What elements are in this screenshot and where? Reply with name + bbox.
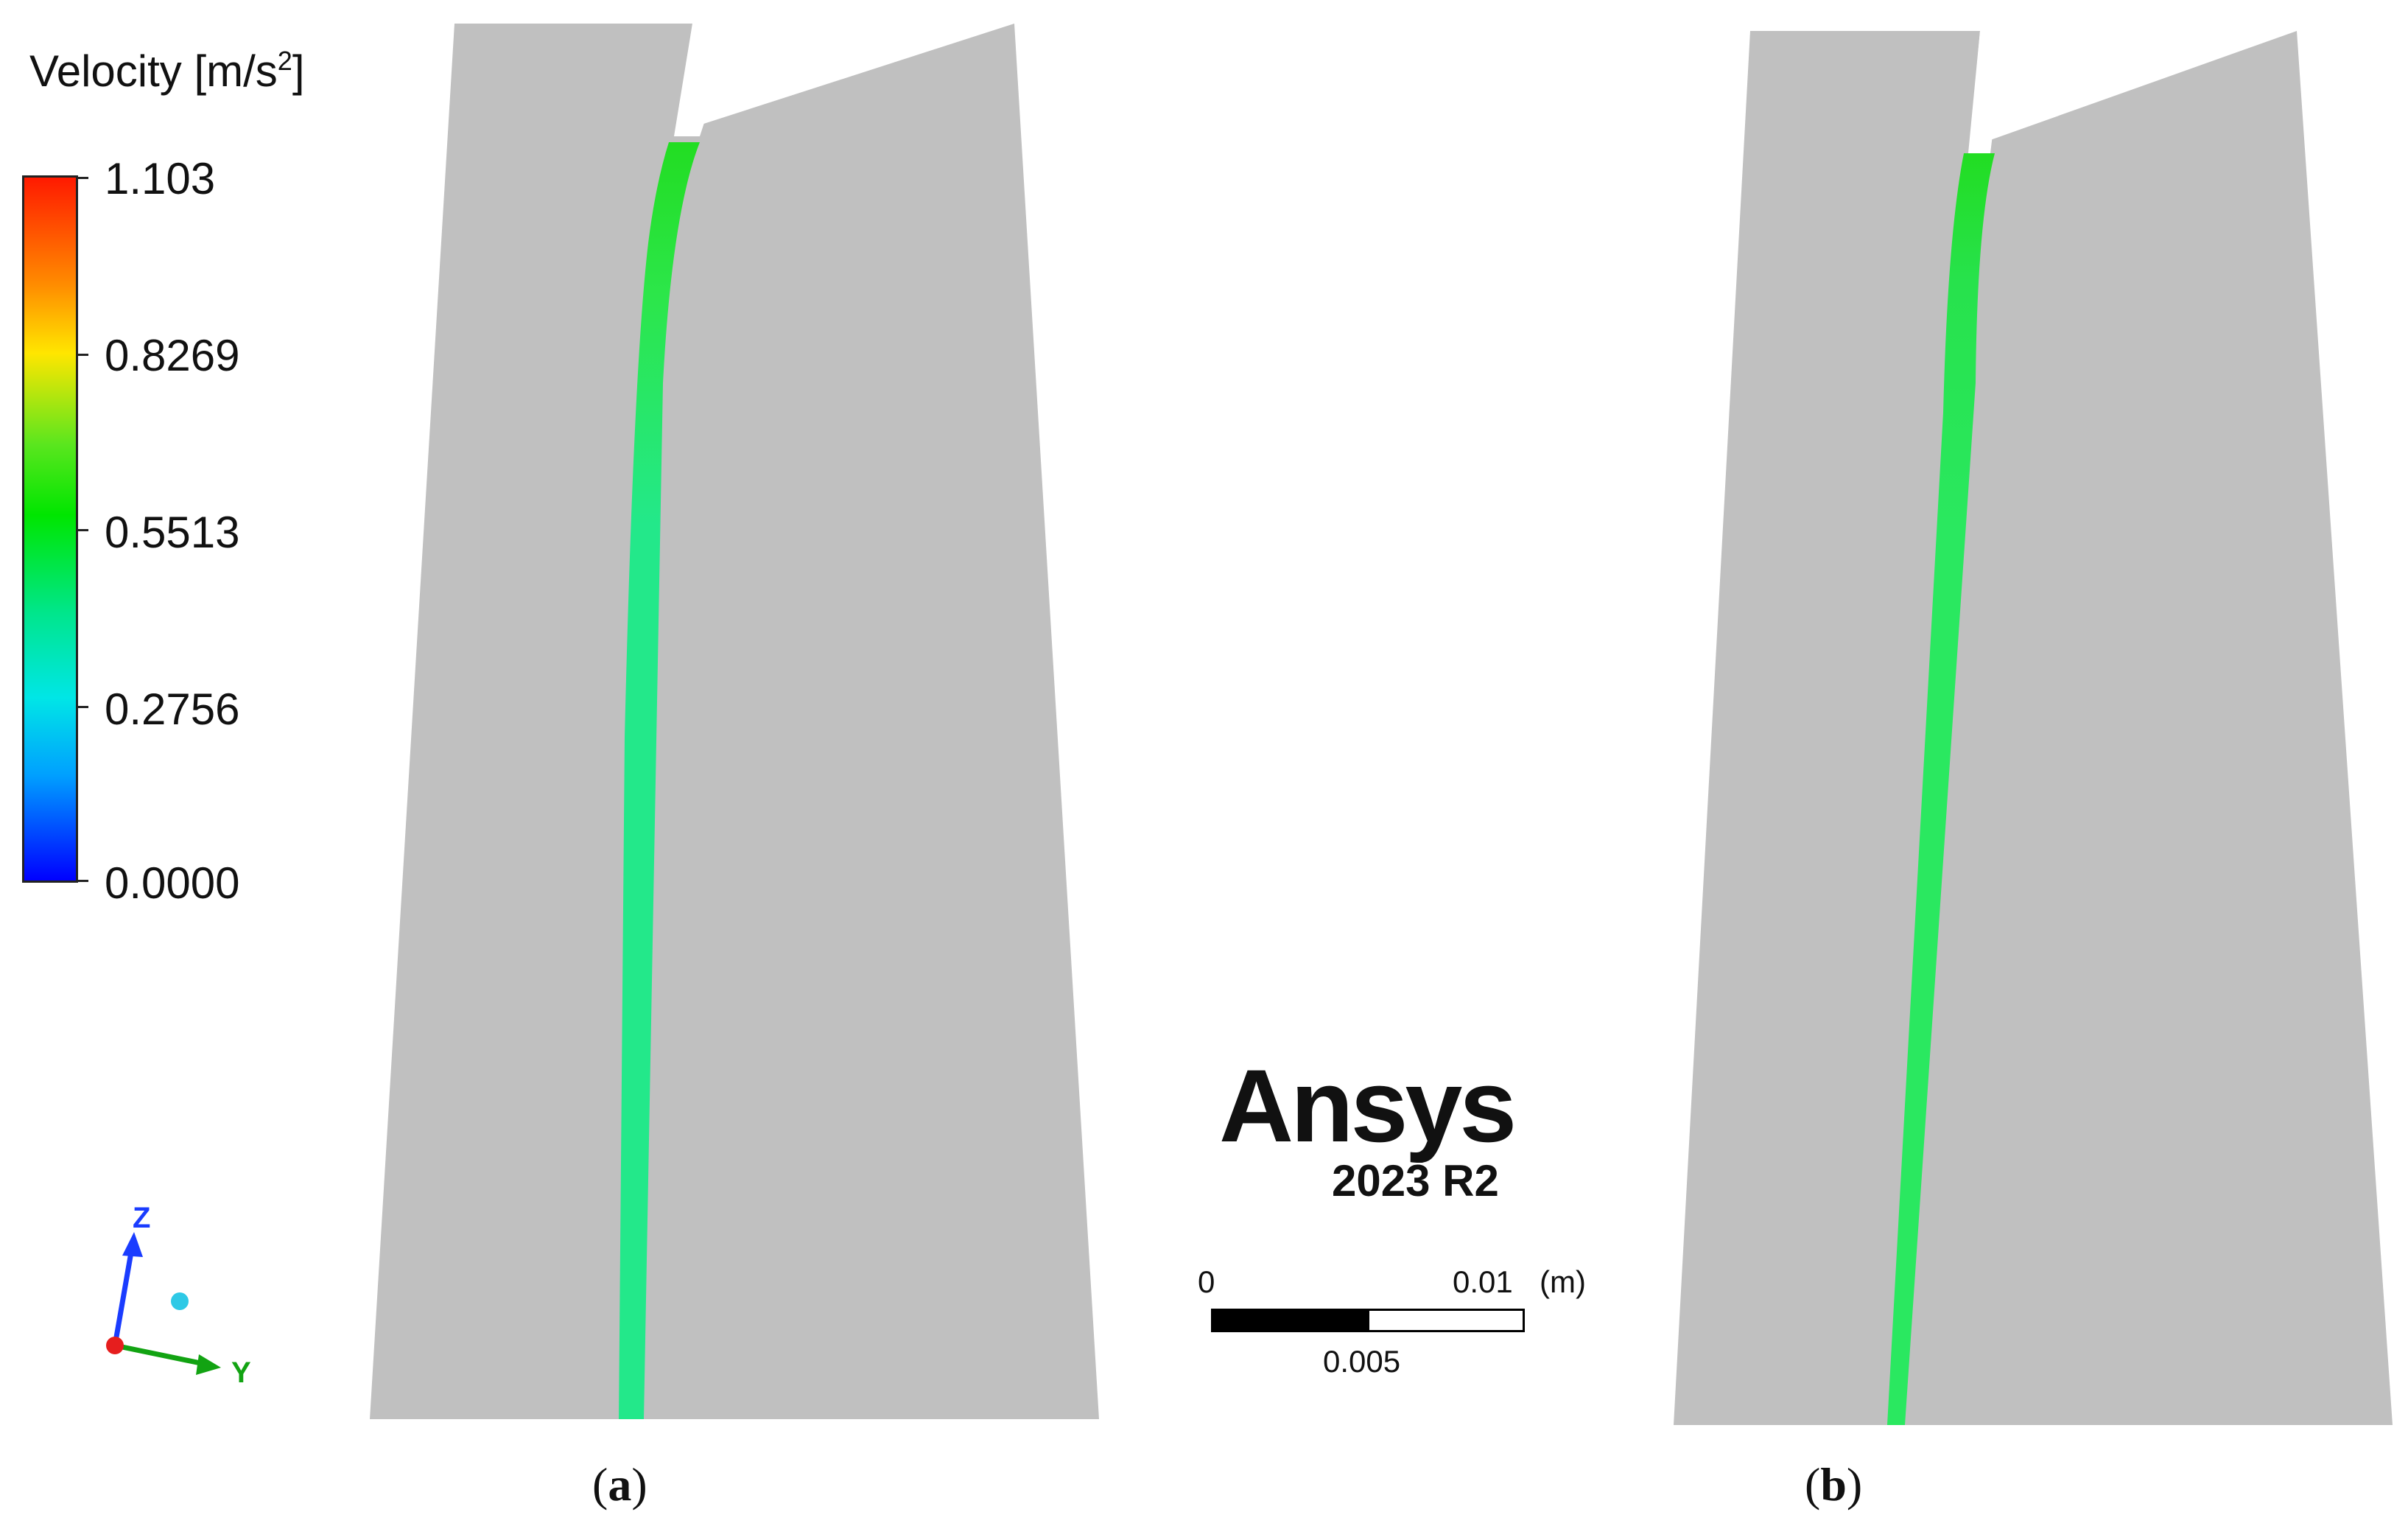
- jet-b: [1887, 153, 1995, 1425]
- ansys-logo: Ansys: [1219, 1048, 1517, 1163]
- scale-label-end: 0.01: [1453, 1264, 1513, 1299]
- legend-tick-label: 0.8269: [105, 331, 240, 380]
- legend-tick-mark: [78, 706, 88, 708]
- jet-a: [619, 142, 700, 1419]
- legend-tick-label-min: 0.0000: [105, 858, 240, 908]
- legend-title-superscript: 2: [277, 46, 292, 76]
- scale-label-start: 0: [1198, 1264, 1215, 1299]
- nozzle-gap-a: [674, 24, 737, 136]
- caption-a-close: ): [631, 1458, 647, 1511]
- caption-b-close: ): [1846, 1458, 1863, 1511]
- caption-a-letter: a: [608, 1458, 632, 1511]
- x-axis-dot: [171, 1292, 189, 1310]
- y-axis-line: [114, 1343, 208, 1368]
- scale-bar-black-segment: [1211, 1309, 1367, 1332]
- legend-tick-mark: [78, 529, 88, 531]
- legend-title-text: Velocity [m/s: [29, 46, 278, 96]
- domain-b: [1674, 31, 2393, 1425]
- legend-tick-label-max: 1.103: [105, 154, 216, 203]
- panel-b: [1674, 31, 2393, 1425]
- nozzle-gap-b: [1968, 31, 2005, 153]
- legend-tick-label: 0.5513: [105, 508, 240, 557]
- caption-b-open: (: [1805, 1458, 1821, 1511]
- scale-bar-white-segment: [1367, 1309, 1525, 1332]
- legend-title: Velocity [m/s2]: [29, 46, 304, 97]
- caption-a-open: (: [592, 1458, 608, 1511]
- axes-triad: Z Y: [106, 1202, 251, 1389]
- caption-b: (b): [1805, 1457, 1862, 1512]
- scale-label-mid: 0.005: [1323, 1344, 1401, 1379]
- z-axis-label: Z: [133, 1202, 150, 1234]
- caption-b-letter: b: [1820, 1458, 1847, 1511]
- legend-tick-label: 0.2756: [105, 685, 240, 734]
- panel-a: [370, 24, 1099, 1419]
- z-axis-arrow: [122, 1232, 143, 1257]
- y-axis-arrow: [196, 1354, 221, 1375]
- legend-tick-mark: [78, 354, 88, 356]
- legend-title-close: ]: [292, 46, 305, 96]
- scale-unit: (m): [1540, 1264, 1586, 1299]
- z-axis-line: [112, 1243, 136, 1346]
- legend-tick-mark: [78, 880, 88, 882]
- triad-origin: [106, 1337, 124, 1354]
- ansys-version: 2023 R2: [1332, 1156, 1499, 1205]
- y-axis-label: Y: [231, 1357, 251, 1389]
- caption-a: (a): [592, 1457, 647, 1512]
- legend-colorbar: [22, 175, 78, 883]
- legend-tick-mark: [78, 177, 88, 179]
- domain-a: [370, 24, 1099, 1419]
